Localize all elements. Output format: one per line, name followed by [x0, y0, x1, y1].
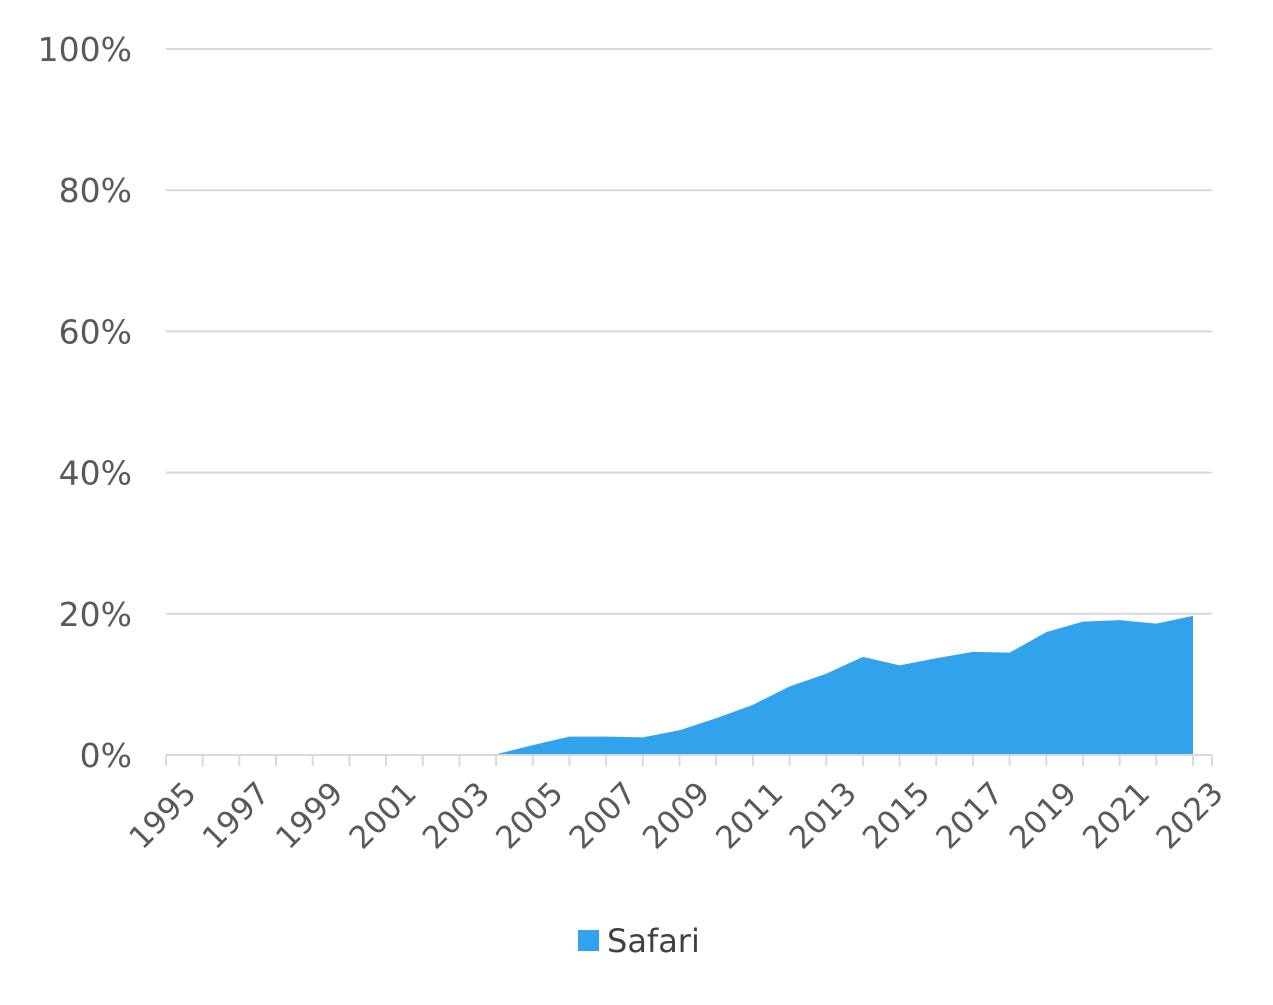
legend-label-safari: Safari	[607, 922, 700, 960]
x-tick-label: 2003	[416, 775, 497, 856]
x-axis	[165, 754, 1213, 766]
x-tick-label: 2011	[709, 775, 790, 856]
legend: Safari	[578, 922, 700, 960]
x-tick-label: 2007	[563, 775, 644, 856]
x-axis-labels: 1995199719992001200320052007200920112013…	[122, 775, 1230, 856]
y-tick-label: 60%	[59, 312, 132, 351]
x-tick-label: 2019	[1003, 775, 1084, 856]
x-tick-label: 1995	[122, 775, 203, 856]
x-tick-label: 2023	[1149, 775, 1230, 856]
plot-area	[166, 615, 1193, 755]
x-tick-label: 2009	[636, 775, 717, 856]
x-tick-label: 1999	[269, 775, 350, 856]
x-tick-label: 1997	[196, 775, 277, 856]
x-tick-label: 2001	[342, 775, 423, 856]
y-tick-label: 0%	[80, 736, 132, 775]
y-tick-label: 20%	[59, 595, 132, 634]
y-tick-label: 80%	[59, 171, 132, 210]
y-tick-label: 100%	[38, 30, 132, 69]
gridlines	[166, 48, 1212, 615]
y-tick-label: 40%	[59, 454, 132, 493]
x-tick-label: 2015	[856, 775, 937, 856]
x-tick-label: 2017	[929, 775, 1010, 856]
x-tick-label: 2013	[783, 775, 864, 856]
legend-swatch-safari	[578, 930, 599, 951]
x-tick-label: 2021	[1076, 775, 1157, 856]
area-series-safari	[166, 615, 1193, 755]
y-axis-labels: 0% 20% 40% 60% 80% 100%	[38, 30, 132, 775]
x-tick-label: 2005	[489, 775, 570, 856]
